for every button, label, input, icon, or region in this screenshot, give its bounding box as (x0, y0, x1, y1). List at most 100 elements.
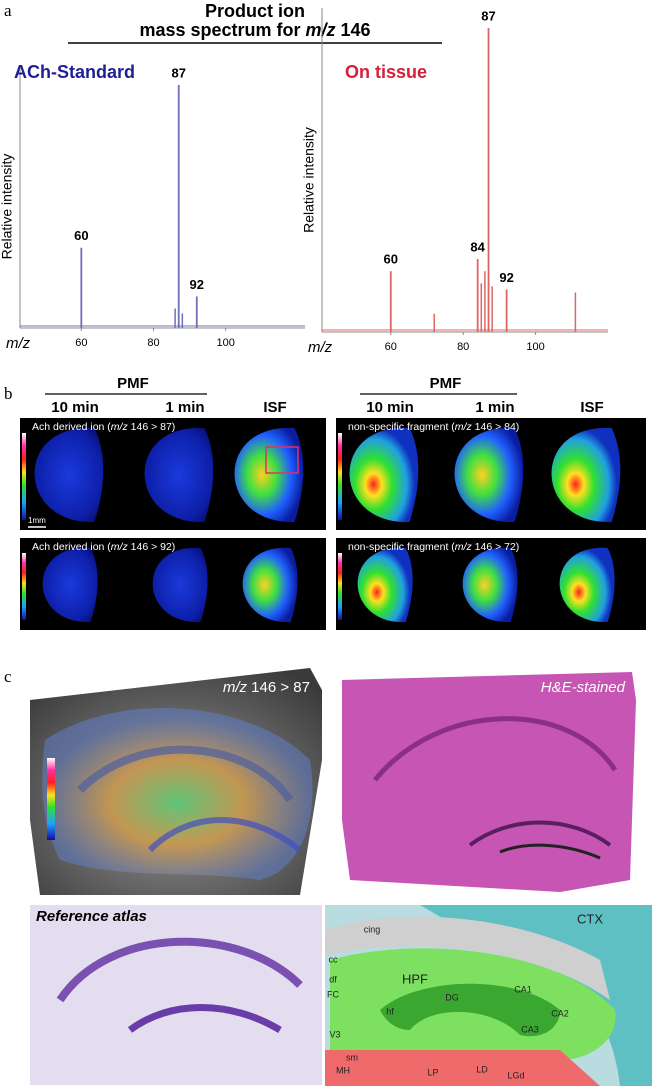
brain-section (144, 427, 214, 523)
brain-section (42, 547, 98, 623)
peak-label: 87 (481, 8, 495, 23)
layer (147, 817, 302, 853)
he-layer (468, 820, 612, 847)
brain-section (349, 427, 419, 523)
column-header: 1 min (475, 399, 514, 416)
caption-part: 146 > 84) (472, 421, 520, 433)
label-part: 146 > 87 (247, 679, 310, 696)
title-part: m/z (306, 20, 336, 40)
x-tick-label: 100 (526, 341, 544, 353)
color-bar (338, 433, 342, 520)
atlas-wm (325, 916, 610, 1000)
atlas-thal (325, 1050, 600, 1086)
caption-part: Ach derived ion ( (32, 421, 111, 433)
atlas-region: V3 (329, 1029, 340, 1039)
he-layer (373, 716, 618, 782)
brain-section (234, 427, 304, 523)
atlas-label: Reference atlas (36, 908, 147, 925)
column-header: ISF (580, 399, 603, 416)
chart-title: On tissue (345, 62, 427, 82)
caption-part: m/z (111, 421, 129, 433)
x-tick-label: 80 (457, 341, 469, 353)
nissl-layer (56, 937, 303, 1003)
x-axis-label: m/z (308, 339, 333, 356)
image-caption: non-specific fragment (m/z 146 > 72) (348, 541, 519, 553)
atlas-dg (380, 983, 560, 1037)
brain-section (454, 427, 524, 523)
title-part: mass spectrum for (139, 20, 305, 40)
he-dark (499, 843, 601, 860)
panel-c: m/z 146 > 87 H&E-stained Reference atlas ci… (30, 668, 652, 1086)
roi-box (265, 446, 299, 474)
color-bar (47, 758, 55, 840)
caption-part: 146 > 92) (128, 541, 176, 553)
panel-label: a (4, 1, 12, 20)
atlas-ctx (420, 905, 652, 1086)
image-caption: Ach derived ion (m/z 146 > 87) (32, 421, 175, 433)
color-bar (22, 553, 26, 620)
atlas-region: LGd (507, 1070, 524, 1080)
atlas-region: FC (327, 989, 339, 999)
panel-title: mass spectrum for m/z 146 (139, 20, 370, 40)
panel-label: c (4, 667, 12, 686)
layer (77, 745, 294, 803)
atlas-region: df (329, 974, 337, 984)
y-axis-label: Relative intensity (301, 127, 317, 233)
atlas-region: CTX (577, 911, 603, 926)
chart-title: ACh-Standard (14, 62, 135, 82)
brain-section (34, 427, 104, 523)
stain-label: H&E-stained (541, 679, 626, 696)
y-axis-label: Relative intensity (0, 154, 15, 260)
image-caption: non-specific fragment (m/z 146 > 84) (348, 421, 519, 433)
caption-part: 146 > 87) (128, 421, 176, 433)
atlas-region: DG (445, 992, 459, 1002)
atlas-region: cing (364, 924, 381, 934)
brain-section (357, 547, 413, 623)
nissl-image (30, 905, 322, 1085)
atlas-region: CA1 (514, 984, 532, 994)
image-caption: Ach derived ion (m/z 146 > 92) (32, 541, 175, 553)
peak-label: 84 (470, 239, 485, 254)
caption-part: m/z (455, 541, 473, 553)
overlay-label: m/z 146 > 87 (223, 679, 310, 696)
atlas-region: cc (329, 954, 339, 964)
brain-section (242, 547, 298, 623)
caption-part: non-specific fragment ( (348, 421, 455, 433)
column-header: 1 min (165, 399, 204, 416)
atlas-region: CA2 (551, 1008, 569, 1018)
panel-label: b (4, 384, 13, 403)
caption-part: m/z (455, 421, 473, 433)
brain-section (152, 547, 208, 623)
x-axis-label: m/z (6, 335, 31, 352)
scale-bar-label: 1mm (28, 516, 46, 525)
atlas-region: hf (386, 1006, 394, 1016)
atlas-region: HPF (402, 971, 428, 986)
caption-part: m/z (111, 541, 129, 553)
atlas-region: MH (336, 1065, 350, 1075)
peak-label: 60 (74, 228, 88, 243)
peak-label: 60 (384, 252, 398, 267)
he-image (342, 672, 636, 892)
overlay-signal (42, 707, 313, 880)
x-tick-label: 100 (216, 337, 234, 349)
brain-section (559, 547, 615, 623)
nissl-layer (127, 1004, 282, 1034)
caption-part: 146 > 72) (472, 541, 520, 553)
peak-label: 87 (171, 65, 185, 80)
title-part: 146 (336, 20, 371, 40)
color-bar (338, 553, 342, 620)
x-tick-label: 60 (75, 337, 87, 349)
group-header: PMF (430, 375, 462, 392)
brain-section (551, 427, 621, 523)
caption-part: non-specific fragment ( (348, 541, 455, 553)
label-part: m/z (223, 679, 248, 696)
column-header: ISF (263, 399, 286, 416)
color-bar (22, 433, 26, 520)
caption-part: Ach derived ion ( (32, 541, 111, 553)
atlas-region: LD (476, 1064, 488, 1074)
x-tick-label: 80 (147, 337, 159, 349)
atlas-region: CA3 (521, 1024, 539, 1034)
column-header: 10 min (366, 399, 414, 416)
